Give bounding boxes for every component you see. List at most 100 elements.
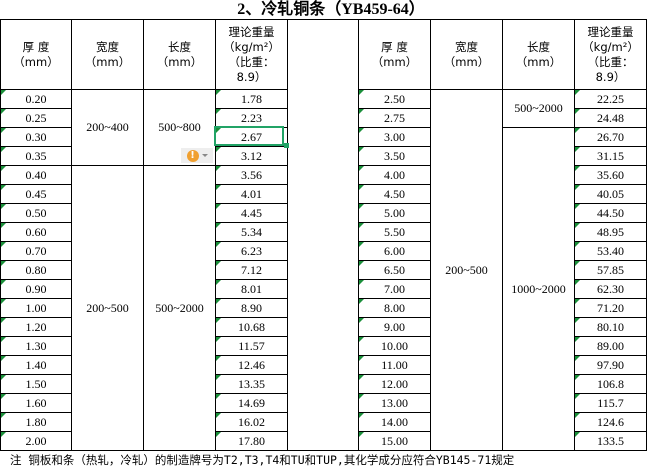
header-weight[interactable]: 理论重量 （kg/m²） （比重： 8.9） — [574, 19, 647, 90]
weight-cell[interactable]: 48.95 — [574, 222, 647, 242]
length-cell[interactable]: 1000~2000 — [502, 127, 575, 451]
thickness-cell[interactable]: 0.30 — [0, 127, 72, 147]
thickness-cell[interactable]: 15.00 — [358, 431, 431, 451]
thickness-cell[interactable]: 0.90 — [0, 279, 72, 299]
header-width[interactable]: 宽度 （mm） — [71, 19, 144, 90]
weight-cell[interactable]: 53.40 — [574, 241, 647, 261]
blank-column[interactable] — [287, 19, 359, 451]
header-length[interactable]: 长度 （mm） — [143, 19, 216, 90]
thickness-cell[interactable]: 6.50 — [358, 260, 431, 280]
weight-cell[interactable]: 11.57 — [215, 336, 288, 356]
header-length[interactable]: 长度 （mm） — [502, 19, 575, 90]
thickness-cell[interactable]: 1.00 — [0, 298, 72, 318]
thickness-cell[interactable]: 10.00 — [358, 336, 431, 356]
thickness-cell[interactable]: 0.70 — [0, 241, 72, 261]
weight-cell[interactable]: 4.01 — [215, 184, 288, 204]
weight-cell[interactable]: 133.5 — [574, 431, 647, 451]
weight-cell[interactable]: 57.85 — [574, 260, 647, 280]
weight-cell[interactable]: 22.25 — [574, 89, 647, 109]
thickness-cell[interactable]: 2.75 — [358, 108, 431, 128]
weight-cell[interactable]: 13.35 — [215, 374, 288, 394]
thickness-cell[interactable]: 2.00 — [0, 431, 72, 451]
thickness-cell[interactable]: 1.30 — [0, 336, 72, 356]
header-thickness[interactable]: 厚 度（mm） — [358, 19, 431, 90]
length-cell[interactable]: 500~800 — [143, 89, 216, 166]
error-check-button[interactable]: ! — [181, 148, 213, 163]
selected-cell[interactable] — [214, 126, 284, 146]
weight-cell[interactable]: 8.01 — [215, 279, 288, 299]
weight-cell[interactable]: 7.12 — [215, 260, 288, 280]
dropdown-arrow-icon — [201, 154, 208, 157]
weight-cell[interactable]: 40.05 — [574, 184, 647, 204]
weight-cell[interactable]: 31.15 — [574, 146, 647, 166]
weight-cell[interactable]: 124.6 — [574, 412, 647, 432]
weight-cell[interactable]: 44.50 — [574, 203, 647, 223]
length-cell[interactable]: 500~2000 — [143, 165, 216, 451]
thickness-cell[interactable]: 3.50 — [358, 146, 431, 166]
weight-cell[interactable]: 12.46 — [215, 355, 288, 375]
weight-cell[interactable]: 16.02 — [215, 412, 288, 432]
thickness-cell[interactable]: 4.50 — [358, 184, 431, 204]
thickness-cell[interactable]: 1.60 — [0, 393, 72, 413]
table-row: 0.30 2.67 3.00 1000~2000 26.70 — [0, 127, 647, 451]
weight-cell[interactable]: 10.68 — [215, 317, 288, 337]
width-cell[interactable]: 200~400 — [71, 89, 144, 166]
number-as-text-indicator — [359, 109, 364, 114]
cell-value: 5.34 — [241, 224, 262, 239]
thickness-cell[interactable]: 2.50 — [358, 89, 431, 109]
thickness-cell[interactable]: 0.60 — [0, 222, 72, 242]
thickness-cell[interactable]: 8.00 — [358, 298, 431, 318]
weight-cell[interactable]: 35.60 — [574, 165, 647, 185]
weight-cell[interactable]: 17.80 — [215, 431, 288, 451]
weight-cell[interactable]: 89.00 — [574, 336, 647, 356]
thickness-cell[interactable]: 1.20 — [0, 317, 72, 337]
thickness-cell[interactable]: 0.35 — [0, 146, 72, 166]
fill-handle[interactable] — [284, 143, 289, 148]
thickness-cell[interactable]: 0.25 — [0, 108, 72, 128]
thickness-cell[interactable]: 5.00 — [358, 203, 431, 223]
weight-cell[interactable]: 26.70 — [574, 127, 647, 147]
weight-cell[interactable]: 71.20 — [574, 298, 647, 318]
thickness-cell[interactable]: 1.40 — [0, 355, 72, 375]
weight-cell[interactable]: 24.48 — [574, 108, 647, 128]
thickness-cell[interactable]: 1.80 — [0, 412, 72, 432]
weight-cell[interactable]: 3.12 — [215, 146, 288, 166]
weight-cell[interactable]: 115.7 — [574, 393, 647, 413]
weight-cell[interactable]: 80.10 — [574, 317, 647, 337]
cell-value: 0.60 — [25, 224, 47, 239]
thickness-cell[interactable]: 7.00 — [358, 279, 431, 299]
thickness-cell[interactable]: 12.00 — [358, 374, 431, 394]
thickness-cell[interactable]: 9.00 — [358, 317, 431, 337]
thickness-cell[interactable]: 5.50 — [358, 222, 431, 242]
weight-cell[interactable]: 2.23 — [215, 108, 288, 128]
thickness-cell[interactable]: 4.00 — [358, 165, 431, 185]
thickness-cell[interactable]: 3.00 — [358, 127, 431, 147]
width-cell[interactable]: 200~500 — [71, 165, 144, 451]
weight-cell[interactable]: 8.90 — [215, 298, 288, 318]
weight-cell[interactable]: 97.90 — [574, 355, 647, 375]
weight-cell[interactable]: 62.30 — [574, 279, 647, 299]
weight-cell[interactable]: 4.45 — [215, 203, 288, 223]
weight-cell[interactable]: 106.8 — [574, 374, 647, 394]
thickness-cell[interactable]: 13.00 — [358, 393, 431, 413]
width-cell[interactable]: 200~500 — [430, 89, 503, 451]
weight-cell[interactable]: 5.34 — [215, 222, 288, 242]
thickness-cell[interactable]: 0.20 — [0, 89, 72, 109]
thickness-cell[interactable]: 0.50 — [0, 203, 72, 223]
header-thickness[interactable]: 厚 度（mm） — [0, 19, 72, 90]
thickness-cell[interactable]: 6.00 — [358, 241, 431, 261]
thickness-cell[interactable]: 0.45 — [0, 184, 72, 204]
header-width[interactable]: 宽度 （mm） — [430, 19, 503, 90]
thickness-cell[interactable]: 1.50 — [0, 374, 72, 394]
thickness-cell[interactable]: 14.00 — [358, 412, 431, 432]
thickness-cell[interactable]: 0.40 — [0, 165, 72, 185]
weight-cell[interactable]: 1.78 — [215, 89, 288, 109]
weight-cell[interactable]: 3.56 — [215, 165, 288, 185]
weight-cell[interactable]: 14.69 — [215, 393, 288, 413]
length-cell[interactable]: 500~2000 — [502, 89, 575, 128]
weight-cell[interactable]: 6.23 — [215, 241, 288, 261]
weight-cell[interactable]: 2.67 — [215, 127, 288, 147]
header-weight[interactable]: 理论重量 （kg/m²） （比重： 8.9） — [215, 19, 288, 90]
thickness-cell[interactable]: 0.80 — [0, 260, 72, 280]
thickness-cell[interactable]: 11.00 — [358, 355, 431, 375]
